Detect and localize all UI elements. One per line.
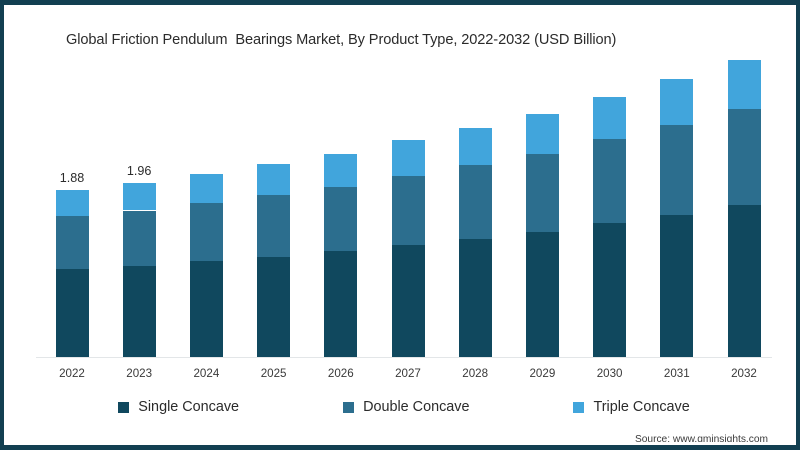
- bar-segment-triple-concave: [459, 127, 492, 166]
- bar-segment-triple-concave: [593, 96, 626, 140]
- x-tick-label: 2032: [731, 367, 757, 380]
- bar-segment-double-concave: [459, 165, 492, 239]
- x-tick-label: 2031: [663, 367, 690, 380]
- bar-column: [526, 113, 559, 357]
- bar-segment-triple-concave: [56, 190, 89, 216]
- x-tick-label: 2026: [327, 367, 354, 380]
- bar-column: [593, 96, 626, 357]
- bar-segment-triple-concave: [728, 59, 761, 110]
- legend-item-single-concave[interactable]: Single Concave: [118, 399, 239, 415]
- x-tick-label: 2029: [529, 367, 556, 380]
- bar-segment-double-concave: [257, 195, 290, 257]
- legend-label: Double Concave: [363, 399, 470, 415]
- bar-segment-single-concave: [593, 222, 626, 357]
- x-tick-label: 2025: [260, 367, 287, 380]
- bar-value-label: 1.96: [126, 163, 152, 178]
- bar-column: [324, 153, 357, 357]
- bar-segment-triple-concave: [190, 174, 223, 204]
- x-tick-label: 2028: [462, 367, 489, 380]
- bar-segment-single-concave: [660, 214, 693, 357]
- bar-segment-triple-concave: [392, 140, 425, 176]
- x-tick-label: 2023: [126, 367, 153, 380]
- bar-column: [660, 79, 693, 357]
- chart-legend: Single Concave Double Concave Triple Conca…: [4, 399, 800, 415]
- page-title: Global Friction Pendulum Bearings Market…: [66, 32, 617, 48]
- bar-segment-triple-concave: [660, 79, 693, 126]
- bar-segment-triple-concave: [526, 113, 559, 154]
- bar-column: [392, 140, 425, 357]
- bar-segment-double-concave: [526, 153, 559, 232]
- bar-segment-double-concave: [660, 125, 693, 215]
- bar-column: [257, 164, 290, 357]
- bar-segment-double-concave: [123, 210, 156, 266]
- bar-segment-triple-concave: [324, 153, 357, 187]
- legend-swatch-icon: [343, 401, 355, 413]
- x-tick-label: 2022: [59, 367, 85, 380]
- bar-segment-double-concave: [324, 186, 357, 252]
- legend-item-triple-concave[interactable]: Triple Concave: [573, 399, 690, 415]
- x-tick-label: 2024: [193, 367, 220, 380]
- legend-swatch-icon: [573, 401, 585, 413]
- bar-segment-double-concave: [56, 215, 89, 270]
- bar-segment-single-concave: [392, 245, 425, 357]
- bar-segment-double-concave: [593, 139, 626, 223]
- bar-segment-single-concave: [257, 256, 290, 357]
- bar-value-label: 1.88: [59, 171, 85, 186]
- bar-segment-single-concave: [728, 205, 761, 357]
- bar-column: [123, 182, 156, 357]
- bar-segment-triple-concave: [123, 182, 156, 211]
- source-note: Source: www.gminsights.com: [634, 434, 768, 445]
- bar-segment-double-concave: [392, 175, 425, 246]
- legend-label: Triple Concave: [593, 399, 690, 415]
- bar-column: [459, 127, 492, 357]
- bar-segment-single-concave: [190, 261, 223, 357]
- x-tick-label: 2027: [395, 367, 421, 380]
- bar-column: [190, 174, 223, 357]
- bar-segment-triple-concave: [257, 164, 290, 196]
- bar-segment-double-concave: [190, 203, 223, 262]
- bar-segment-double-concave: [728, 109, 761, 206]
- bar-column: [728, 59, 761, 357]
- legend-item-double-concave[interactable]: Double Concave: [343, 399, 469, 415]
- plot-area: 2022 2023 2024 2025 2026 2027 2028 2029 2030 2031…: [4, 5, 800, 455]
- bar-segment-single-concave: [324, 251, 357, 357]
- x-tick-label: 2030: [596, 367, 623, 380]
- bar-segment-single-concave: [123, 265, 156, 357]
- bar-segment-single-concave: [459, 238, 492, 357]
- legend-swatch-icon: [118, 401, 130, 413]
- legend-label: Single Concave: [138, 399, 240, 415]
- x-axis-line: [36, 357, 772, 358]
- bar-segment-single-concave: [526, 231, 559, 357]
- bar-column: [56, 190, 89, 357]
- bar-segment-single-concave: [56, 269, 89, 357]
